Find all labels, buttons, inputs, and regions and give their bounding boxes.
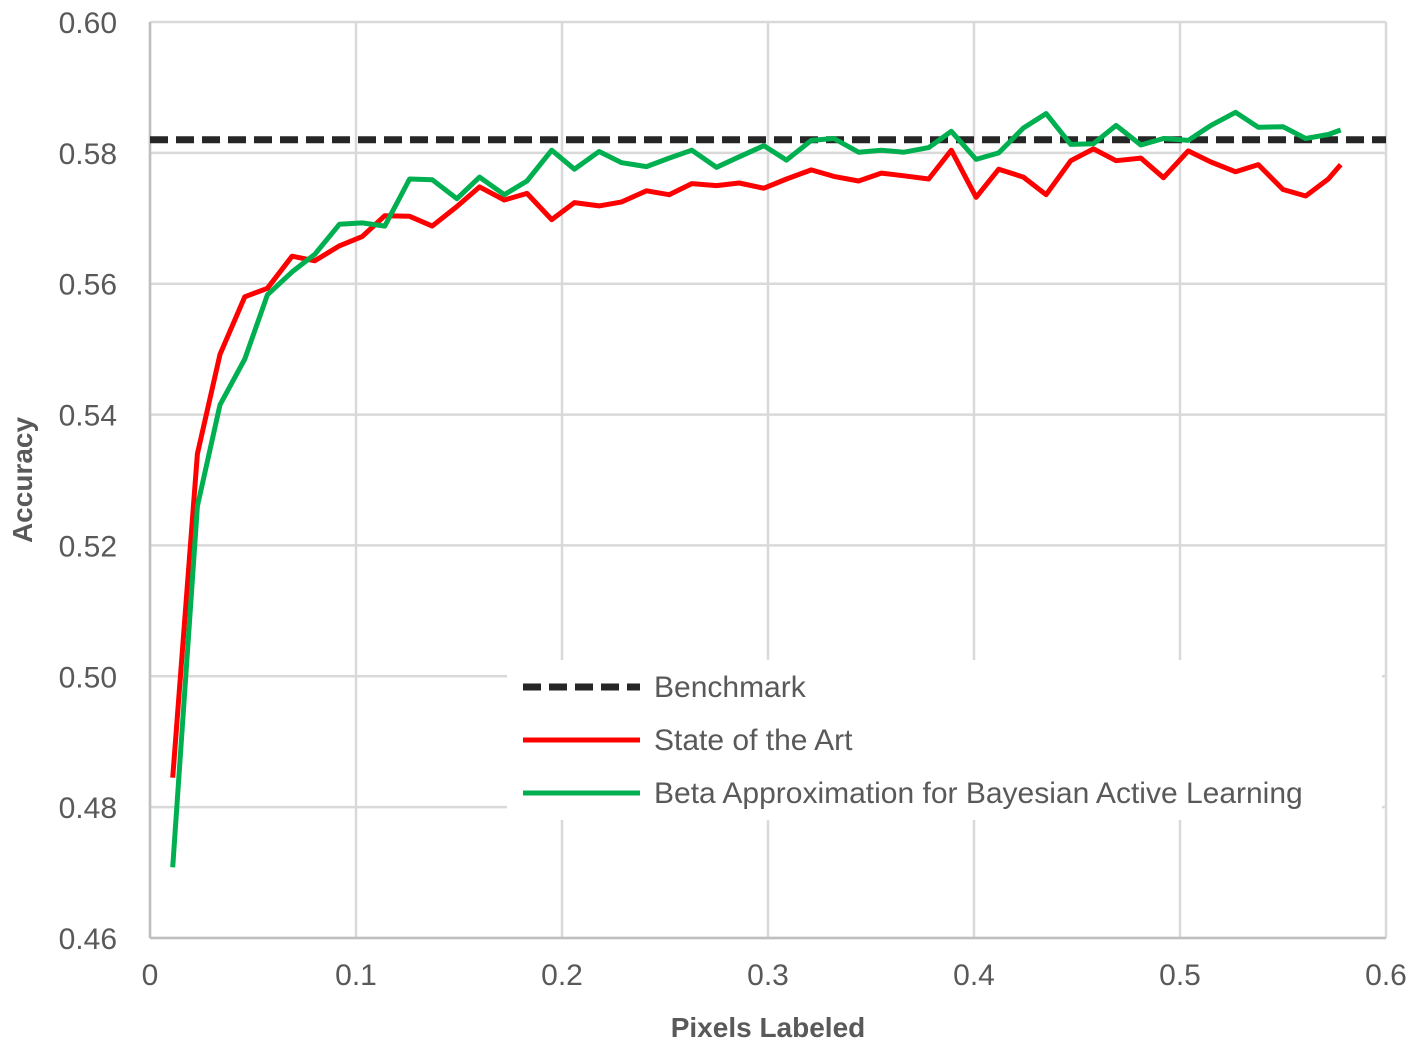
legend-label: Beta Approximation for Bayesian Active L… bbox=[654, 777, 1303, 810]
y-tick-label: 0.46 bbox=[59, 923, 117, 956]
legend: Benchmark State of the Art Beta Approximat… bbox=[507, 660, 1382, 820]
x-tick-label: 0.6 bbox=[1365, 959, 1407, 992]
legend-label: State of the Art bbox=[654, 724, 853, 757]
x-tick-labels: 0 0.1 0.2 0.3 0.4 0.5 0.6 bbox=[142, 959, 1407, 992]
y-tick-label: 0.60 bbox=[59, 7, 117, 40]
legend-box bbox=[507, 660, 1382, 820]
x-tick-label: 0.2 bbox=[541, 959, 583, 992]
x-tick-label: 0.3 bbox=[747, 959, 789, 992]
series-lines bbox=[150, 109, 1386, 868]
y-tick-label: 0.54 bbox=[59, 400, 117, 433]
y-tick-label: 0.58 bbox=[59, 138, 117, 171]
y-tick-label: 0.48 bbox=[59, 792, 117, 825]
series-line-2 bbox=[170, 146, 1343, 778]
y-axis-title: Accuracy bbox=[7, 417, 38, 544]
x-tick-label: 0.4 bbox=[953, 959, 995, 992]
y-tick-label: 0.52 bbox=[59, 530, 117, 563]
y-tick-labels: 0.46 0.48 0.50 0.52 0.54 0.56 0.58 0.60 bbox=[59, 7, 117, 956]
x-tick-label: 0.5 bbox=[1159, 959, 1201, 992]
x-tick-label: 0.1 bbox=[335, 959, 377, 992]
axes bbox=[148, 22, 1386, 940]
legend-label: Benchmark bbox=[654, 671, 807, 704]
series-line-3 bbox=[170, 109, 1342, 868]
x-tick-label: 0 bbox=[142, 959, 159, 992]
y-tick-label: 0.56 bbox=[59, 269, 117, 302]
x-axis-title: Pixels Labeled bbox=[671, 1012, 866, 1043]
y-tick-label: 0.50 bbox=[59, 661, 117, 694]
